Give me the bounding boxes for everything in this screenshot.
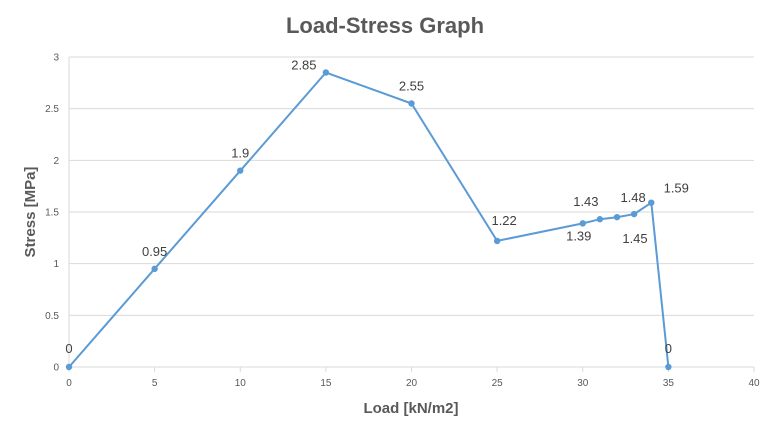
x-tick-label: 35 [663, 378, 675, 389]
x-tick-label: 0 [66, 378, 72, 389]
y-tick-label: 0.5 [45, 311, 59, 322]
y-axis-label: Stress [MPa] [22, 167, 39, 258]
series [65, 69, 672, 371]
data-label: 1.22 [491, 213, 516, 228]
series-line [68, 71, 670, 368]
data-point [237, 167, 244, 174]
data-point [65, 363, 73, 371]
data-label: 0 [65, 341, 72, 356]
data-label: 1.48 [620, 190, 645, 205]
x-tick-label: 15 [320, 378, 332, 389]
y-tick-label: 1 [53, 259, 59, 270]
x-tick-label: 30 [577, 378, 589, 389]
data-label: 1.43 [573, 194, 598, 209]
data-label: 0 [665, 341, 672, 356]
data-label: 1.59 [664, 181, 689, 196]
data-label: 1.45 [622, 231, 647, 246]
chart-title: Load-Stress Graph [286, 13, 484, 38]
data-label: 2.85 [291, 58, 316, 73]
x-tick-label: 40 [748, 378, 760, 389]
y-tick-label: 2.5 [45, 104, 59, 115]
data-point [151, 265, 158, 273]
data-label: 2.55 [399, 79, 424, 94]
y-tick-label: 2 [53, 156, 59, 167]
data-point [579, 220, 586, 227]
x-axis-label: Load [kN/m2] [363, 400, 458, 417]
x-tick-label: 5 [152, 378, 158, 389]
y-tick-label: 3 [53, 53, 59, 64]
y-tick-label: 0 [53, 363, 59, 374]
data-point [322, 69, 330, 76]
data-point [665, 363, 672, 371]
gridlines [69, 56, 754, 368]
data-point [630, 210, 638, 218]
axes: 00.511.522.530 5 10 15 20 25 30 35 40 [45, 53, 760, 390]
data-label: 1.9 [231, 146, 249, 161]
data-label: 0.95 [142, 244, 167, 259]
data-point [648, 199, 655, 206]
x-tick-label: 10 [235, 378, 247, 389]
x-tick-label: 25 [492, 378, 504, 389]
data-labels: 0 0.95 1.9 2.85 2.55 1.22 1.39 1.43 1.45 1.48 1.59… [65, 58, 689, 357]
data-point [613, 213, 621, 221]
y-tick-label: 1.5 [45, 208, 59, 219]
data-label: 1.39 [566, 228, 591, 243]
data-point [408, 100, 415, 107]
data-point [596, 216, 604, 223]
data-point [493, 237, 501, 245]
x-tick-label: 20 [406, 378, 418, 389]
